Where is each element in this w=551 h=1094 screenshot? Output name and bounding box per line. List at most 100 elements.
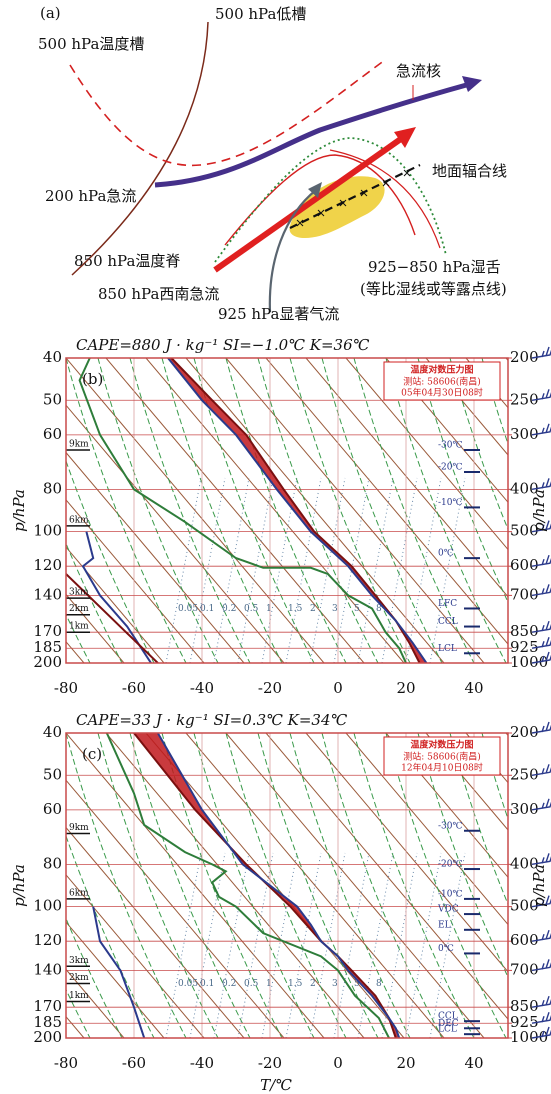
y2-tick-label: 400 [510, 479, 539, 497]
mixing-ratio-label: 1 [266, 604, 272, 614]
dry-adiabat [345, 358, 508, 551]
y2-tick-label: 925 [510, 1013, 539, 1031]
height-label: 6km [69, 515, 89, 525]
mixing-ratio-line [165, 852, 202, 1038]
label: 地面辐合线 [432, 162, 507, 180]
moist-adiabat [66, 733, 187, 1038]
y-tick-label: 185 [33, 638, 62, 656]
y2-tick-label: 200 [510, 723, 539, 741]
x-tick-label: 40 [464, 1054, 483, 1072]
moist-adiabat [353, 358, 475, 663]
plot-area: 0.05 0.1 0.2 0.5 1 1.5 2 3 5 8 [66, 733, 508, 1038]
dry-adiabat [225, 358, 485, 663]
inset-box [383, 361, 501, 401]
y-tick-label: 185 [33, 1013, 62, 1031]
x-tick-label: 20 [396, 679, 415, 697]
y2-tick-label: 600 [510, 931, 539, 949]
cape-area [134, 733, 400, 1038]
x-tick-label: -80 [54, 1054, 78, 1072]
height-label: 1km [69, 991, 89, 1001]
inset-title: 温度对数压力图 [410, 364, 473, 376]
label: 500 hPa温度槽 [38, 35, 144, 53]
mixing-ratio-line [285, 477, 322, 663]
mixing-ratio-label: 8 [376, 604, 382, 614]
dry-adiabat [66, 826, 245, 1038]
moist-adiabat [161, 358, 283, 663]
mixing-ratio-label: 0.1 [200, 979, 214, 989]
x-tick-label: -40 [190, 1054, 214, 1072]
dry-adiabat [105, 733, 365, 1038]
y2-tick-label: 300 [510, 425, 539, 443]
x-tick-label: 40 [464, 679, 483, 697]
dry-adiabat [145, 733, 405, 1038]
inset-station: 测站: 58606(南昌) [403, 751, 481, 763]
y2-tick-label: 850 [510, 622, 539, 640]
height-label: 3km [69, 956, 89, 966]
label: 500 hPa低槽 [215, 5, 306, 23]
x-tick-label: -40 [190, 679, 214, 697]
moist-tongue-line [214, 137, 447, 263]
dry-adiabat [66, 921, 165, 1038]
mixing-ratio-line [309, 852, 346, 1038]
label: 850 hPa西南急流 [98, 285, 219, 303]
moist-adiabat [66, 542, 123, 663]
moist-adiabat [129, 358, 251, 663]
level-label: -30℃ [438, 821, 463, 831]
mixing-ratio-line [213, 852, 250, 1038]
plot-area: 0.05 0.1 0.2 0.5 1 1.5 2 3 5 8 [66, 358, 508, 663]
wind-barb [531, 346, 551, 359]
moist-adiabat [66, 358, 187, 663]
y-tick-label: 170 [33, 997, 62, 1015]
mixing-ratio-label: 8 [376, 979, 382, 989]
inset-station: 测站: 58606(南昌) [403, 376, 481, 388]
y-tick-label: 120 [33, 556, 62, 574]
mixing-ratio-line [429, 852, 466, 1038]
mixing-ratio-label: 0.5 [244, 979, 259, 989]
dry-adiabat [66, 358, 325, 663]
y2-tick-label: 1000 [510, 1028, 548, 1046]
y-tick-label: 100 [33, 522, 62, 540]
height-label: 1km [69, 622, 89, 632]
mixing-ratio-label: 2 [310, 604, 316, 614]
level-label: VDC [437, 905, 459, 915]
y-axis-label: p/hPa [10, 864, 28, 907]
y2-tick-label: 400 [510, 854, 539, 872]
temp-ridge-line [224, 154, 416, 246]
level-label: CCL [438, 1012, 458, 1022]
profile-line [156, 733, 401, 1038]
y-tick-label: 200 [33, 1028, 62, 1046]
mixing-ratio-line [189, 477, 226, 663]
mixing-ratio-label: 5 [354, 979, 360, 989]
level-label: LCL [438, 1025, 457, 1035]
dry-adiabat [185, 733, 445, 1038]
level-label: -20℃ [438, 860, 463, 870]
wind-barb [531, 554, 551, 567]
dry-adiabat [345, 733, 508, 926]
x-tick-label: 0 [333, 1054, 343, 1072]
mixing-ratio-label: 1.5 [288, 979, 303, 989]
x-axis-label: T/℃ [260, 1076, 292, 1094]
mixing-ratio-line [333, 477, 370, 663]
label: 850 hPa温度脊 [74, 252, 180, 270]
height-label: 2km [69, 604, 89, 614]
label: (等比湿线或等露点线) [360, 280, 507, 298]
mixing-ratio-label: 0.5 [244, 604, 259, 614]
moist-adiabat [66, 613, 91, 663]
y2-tick-label: 850 [510, 997, 539, 1015]
dry-adiabat [66, 779, 285, 1038]
profile-line [81, 531, 152, 663]
x-tick-label: -20 [258, 679, 282, 697]
y2-tick-label: 300 [510, 800, 539, 818]
level-label: 0℃ [438, 549, 454, 559]
level-label: 0℃ [438, 944, 454, 954]
panel-label: (a) [40, 4, 61, 22]
moist-adiabat [289, 733, 411, 1038]
inset-time: 12年04月10日08时 [401, 762, 483, 774]
convergence-marks [296, 169, 411, 227]
y2-tick-label: 1000 [510, 653, 548, 671]
wind-barb [531, 389, 551, 401]
arrowhead [308, 182, 322, 198]
moist-adiabat [385, 733, 507, 1038]
y2-tick-label: 500 [510, 897, 539, 915]
label: 200 hPa急流 [45, 187, 136, 205]
